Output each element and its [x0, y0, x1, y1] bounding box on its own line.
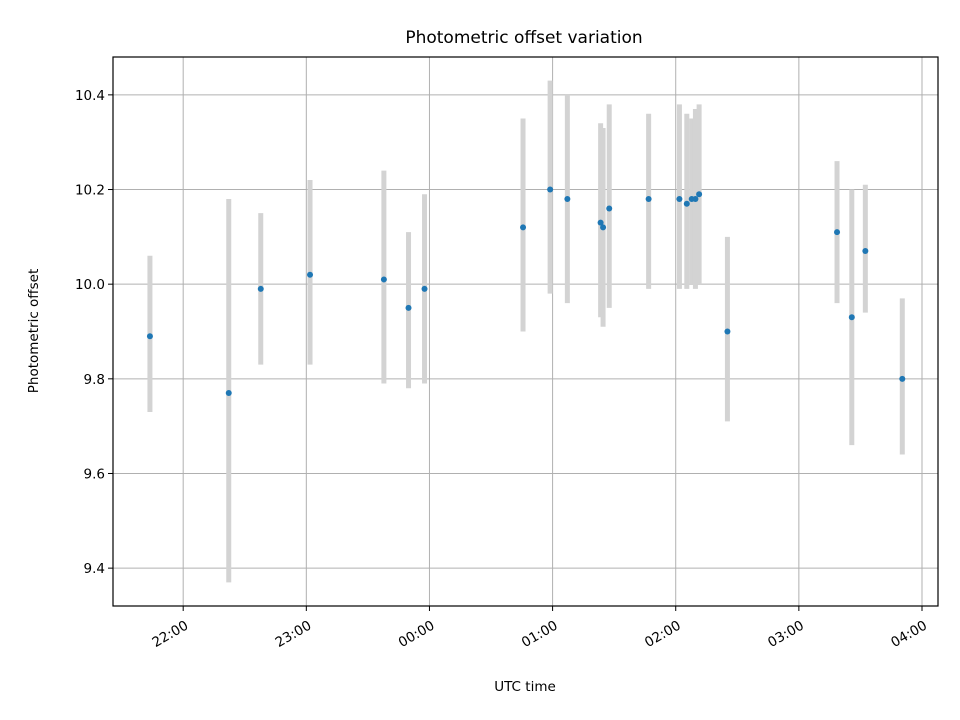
x-axis-ticks: 22:00 23:00 00:00 01:00 02:00 03:00 04:00: [149, 606, 930, 651]
x-tick-label: 02:00: [642, 618, 684, 651]
data-point: [257, 285, 264, 292]
y-axis-label: Photometric offset: [26, 269, 42, 393]
y-tick-label: 9.6: [84, 466, 105, 482]
data-point: [146, 333, 153, 340]
data-point: [862, 248, 869, 255]
data-point: [380, 276, 387, 283]
x-tick-label: 01:00: [519, 618, 561, 651]
y-tick-label: 10.2: [75, 183, 105, 199]
data-point: [848, 314, 855, 321]
data-point: [645, 195, 652, 202]
y-tick-label: 9.8: [84, 372, 105, 388]
y-axis-ticks: 9.4 9.6 9.8 10.0 10.2 10.4: [75, 88, 113, 577]
x-tick-label: 23:00: [273, 618, 315, 651]
data-point: [225, 390, 232, 397]
error-bars: [147, 80, 905, 583]
x-tick-label: 03:00: [765, 618, 807, 651]
data-point: [606, 205, 613, 212]
x-axis-label: UTC time: [494, 679, 556, 695]
x-tick-label: 04:00: [888, 618, 930, 651]
data-point: [683, 200, 690, 207]
data-points: [146, 186, 906, 397]
data-point: [692, 195, 699, 202]
y-tick-label: 9.4: [84, 561, 105, 577]
data-point: [520, 224, 527, 231]
x-tick-label: 22:00: [149, 618, 191, 651]
data-point: [834, 229, 841, 236]
data-point: [696, 191, 703, 198]
y-tick-label: 10.4: [75, 88, 105, 104]
data-point: [564, 195, 571, 202]
data-point: [405, 304, 412, 311]
data-point: [421, 285, 428, 292]
plot-frame: [112, 56, 939, 607]
data-point: [676, 195, 683, 202]
x-tick-label: 00:00: [396, 618, 438, 651]
data-point: [547, 186, 554, 193]
data-point: [597, 219, 604, 226]
data-point: [600, 224, 607, 231]
data-point: [724, 328, 731, 335]
data-point: [899, 375, 906, 382]
chart-title: Photometric offset variation: [405, 28, 642, 48]
data-point: [307, 271, 314, 278]
grid-lines: [113, 57, 938, 606]
y-tick-label: 10.0: [75, 277, 105, 293]
